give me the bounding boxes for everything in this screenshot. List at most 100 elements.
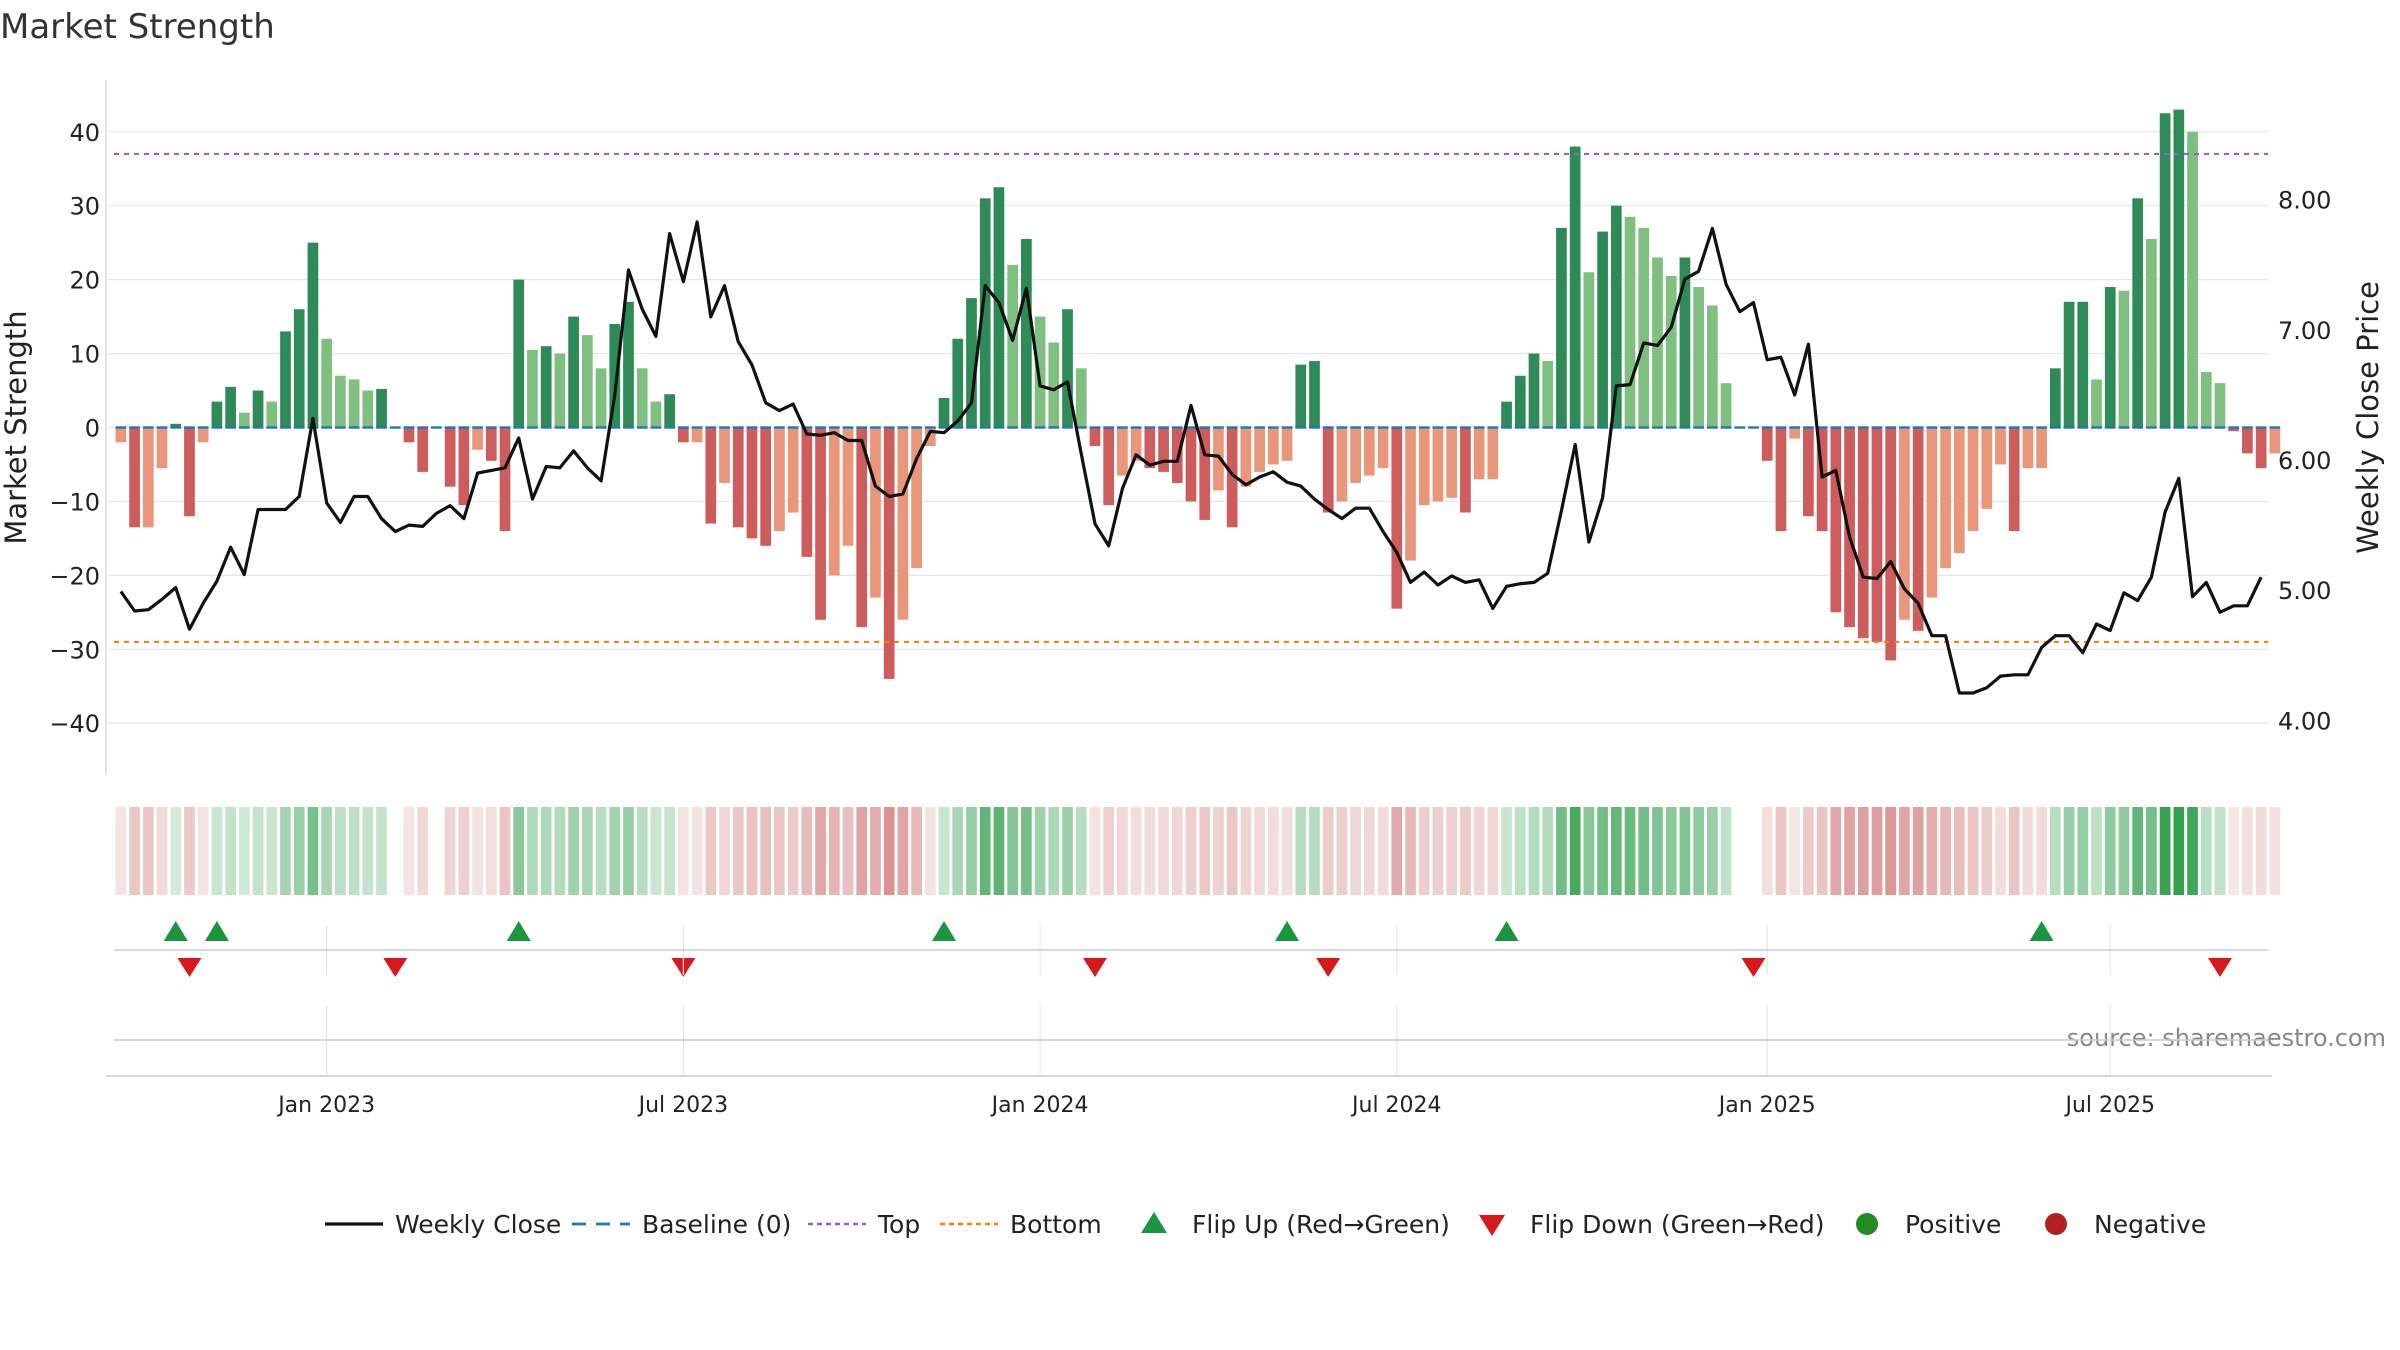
strength-bar <box>1940 427 1951 568</box>
strength-bar <box>156 427 168 469</box>
strength-bar <box>1267 427 1279 465</box>
strength-bar <box>1473 427 1485 480</box>
heat-cell <box>2104 807 2116 895</box>
heat-cell <box>1857 807 1869 895</box>
heat-cell <box>1226 807 1238 895</box>
strength-bar <box>2228 427 2240 432</box>
heat-cell <box>787 807 799 895</box>
heat-cell <box>1830 807 1842 895</box>
heat-cell <box>1693 807 1704 895</box>
heat-cell <box>2269 807 2281 895</box>
strength-bar <box>1158 427 1169 472</box>
flip-down-marker <box>177 958 202 977</box>
heat-cell <box>1295 807 1307 895</box>
heat-cell <box>1624 807 1636 895</box>
strength-bar <box>348 379 360 428</box>
strength-bar <box>307 242 319 428</box>
heat-cell <box>2049 807 2061 895</box>
y-tick-label: 30 <box>69 193 100 221</box>
legend-symbol-flip-down <box>1479 1215 1505 1236</box>
heat-cell <box>1487 807 1499 895</box>
heat-cell <box>527 807 538 895</box>
source-note: source: sharemaestro.com <box>2067 1024 2386 1052</box>
heat-cell <box>856 807 868 895</box>
strength-bar <box>664 394 676 428</box>
heat-cell <box>1117 807 1128 895</box>
heat-cell <box>1706 807 1718 895</box>
heat-cell <box>540 807 552 895</box>
heat-cell <box>293 807 305 895</box>
heat-cell <box>458 807 470 895</box>
heat-cell <box>1775 807 1787 895</box>
strength-bar <box>1665 275 1677 428</box>
heat-cell <box>1953 807 1965 895</box>
heat-strip <box>115 807 2281 895</box>
heat-cell <box>2200 807 2212 895</box>
strength-bar <box>485 427 497 461</box>
strength-bar <box>966 298 977 428</box>
strength-bar <box>1816 427 1828 532</box>
strength-bar <box>1652 257 1663 428</box>
strength-bar <box>2049 368 2061 428</box>
weekly-close-line <box>119 220 2263 695</box>
heat-cell <box>1473 807 1485 895</box>
strength-bar <box>801 427 813 557</box>
strength-bar <box>2242 427 2253 454</box>
y2-tick-label: 4.00 <box>2278 707 2331 735</box>
heat-cell <box>1844 807 1855 895</box>
strength-bar <box>1912 427 1924 631</box>
strength-bar <box>527 349 538 428</box>
strength-bar <box>2104 287 2116 428</box>
heat-cell <box>1761 807 1773 895</box>
strength-bar <box>2214 383 2226 428</box>
heat-cell <box>1007 807 1018 895</box>
heat-cell <box>2118 807 2130 895</box>
heat-cell <box>1350 807 1361 895</box>
strength-bar <box>540 346 552 428</box>
strength-bar <box>1240 427 1252 487</box>
strength-bar <box>1487 427 1499 480</box>
heat-cell <box>1103 807 1115 895</box>
legend-label: Flip Up (Red→Green) <box>1192 1210 1450 1239</box>
heat-cell <box>362 807 374 895</box>
heat-cell <box>307 807 319 895</box>
strength-bar <box>2118 290 2130 428</box>
strength-bar <box>719 427 730 483</box>
heat-cell <box>1789 807 1801 895</box>
heat-cell <box>280 807 291 895</box>
flip-up-marker <box>1494 921 1519 941</box>
time-axis: Jan 2023 Jul 2023 Jan 2024 Jul 2024 Jan 2025… <box>106 925 2272 1118</box>
heat-cell <box>2146 807 2157 895</box>
flip-markers <box>163 921 2232 977</box>
strength-bar <box>623 301 634 428</box>
strength-bar <box>1542 360 1554 428</box>
x-tick-label: Jul 2024 <box>1350 1093 1442 1118</box>
heat-cell <box>1995 807 2006 895</box>
strength-bar <box>2173 109 2185 428</box>
strength-bar <box>513 279 525 428</box>
strength-bar <box>2036 427 2047 469</box>
heat-cell <box>1665 807 1677 895</box>
heat-cell <box>2022 807 2034 895</box>
heat-cell <box>1199 807 1211 895</box>
strength-bar <box>828 427 840 576</box>
heat-cell <box>1336 807 1348 895</box>
heat-cell <box>870 807 881 895</box>
strength-bar <box>705 427 717 524</box>
heat-cell <box>1803 807 1814 895</box>
strength-bar <box>1514 375 1526 428</box>
strength-bar <box>1364 427 1375 476</box>
heat-cell <box>2091 807 2102 895</box>
heat-cell <box>2036 807 2047 895</box>
heat-cell <box>719 807 730 895</box>
strength-bar <box>1638 227 1650 428</box>
heat-cell <box>2132 807 2144 895</box>
y-tick-label: 10 <box>69 341 100 369</box>
heat-cell <box>746 807 758 895</box>
strength-bar <box>362 390 374 428</box>
strength-bar <box>2159 113 2171 428</box>
strength-bar <box>911 427 922 568</box>
weekly-close-line <box>119 220 2263 695</box>
strength-bar <box>115 427 127 443</box>
